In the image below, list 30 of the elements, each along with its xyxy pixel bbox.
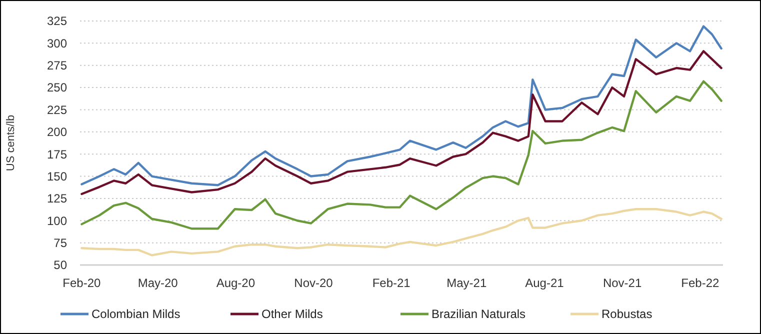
x-tick-label: Nov-21 bbox=[602, 276, 642, 290]
legend-label: Colombian Milds bbox=[92, 307, 180, 322]
line-series bbox=[80, 208, 722, 256]
y-tick-label: 75 bbox=[54, 236, 68, 250]
x-tick-label: May-20 bbox=[138, 276, 178, 290]
y-tick-label: 200 bbox=[46, 125, 68, 140]
y-tick-label: 300 bbox=[46, 36, 68, 50]
y-tick-label: 325 bbox=[46, 14, 68, 28]
legend-label: Robustas bbox=[602, 307, 652, 322]
y-tick-label: 175 bbox=[46, 147, 68, 162]
line-series bbox=[80, 25, 722, 186]
x-tick-label: Aug-21 bbox=[525, 276, 564, 290]
y-tick-label: 50 bbox=[54, 258, 68, 272]
x-tick-label: Nov-20 bbox=[294, 276, 334, 290]
x-tick-label: May-21 bbox=[446, 276, 487, 290]
x-tick-label: Feb-22 bbox=[681, 276, 720, 290]
line-series bbox=[80, 80, 722, 230]
y-tick-label: 100 bbox=[46, 214, 68, 228]
x-tick-label: Feb-21 bbox=[372, 276, 411, 290]
y-tick-label: 150 bbox=[46, 169, 68, 184]
y-tick-label: 125 bbox=[46, 192, 68, 206]
legend-label: Brazilian Naturals bbox=[432, 307, 526, 322]
line-series bbox=[80, 50, 722, 196]
y-tick-label: 275 bbox=[46, 58, 68, 73]
y-tick-label: 225 bbox=[46, 102, 68, 117]
x-tick-label: Feb-20 bbox=[62, 276, 102, 290]
y-tick-label: 250 bbox=[46, 80, 68, 95]
x-tick-label: Aug-20 bbox=[216, 276, 256, 290]
y-axis-title: US cents/lb bbox=[5, 114, 17, 172]
legend-label: Other Milds bbox=[262, 307, 323, 322]
